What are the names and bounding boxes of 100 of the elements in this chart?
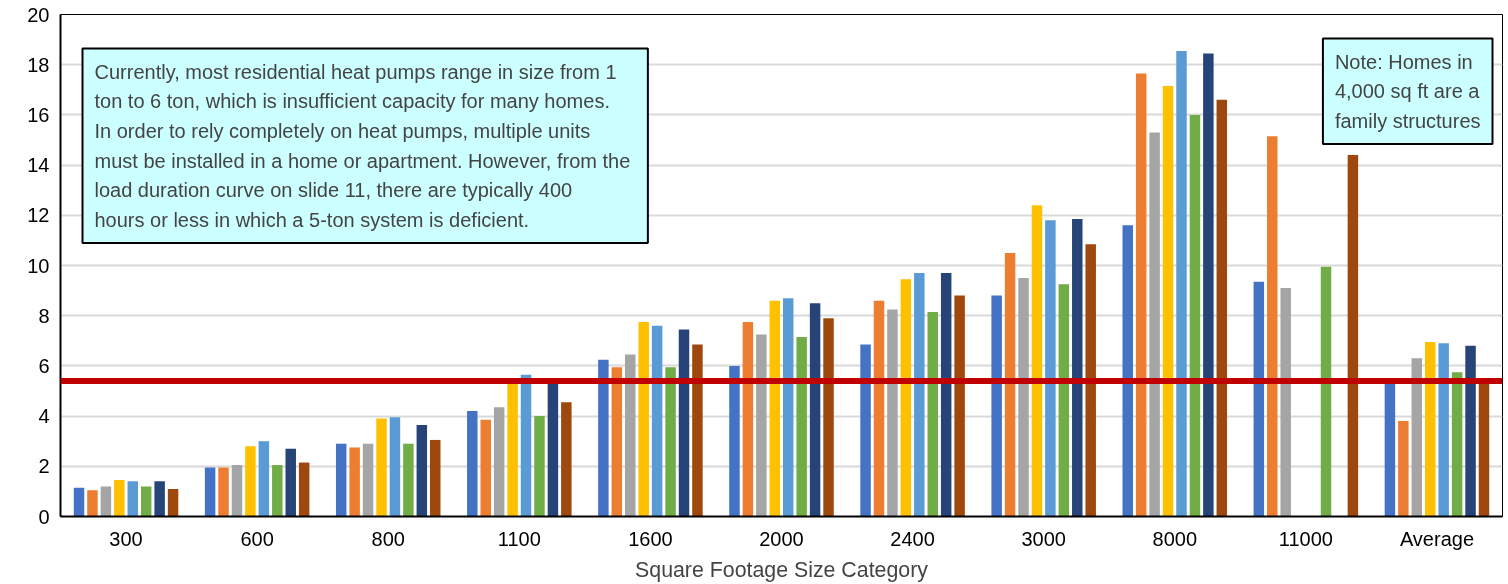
bar [742, 321, 754, 517]
bar [362, 443, 374, 517]
bar [114, 480, 125, 517]
bar [900, 279, 912, 517]
bar [1253, 281, 1265, 517]
bar [769, 300, 781, 517]
bar [665, 367, 676, 517]
bar [940, 273, 952, 517]
bar [1018, 278, 1029, 517]
y-tick-label: 10 [27, 254, 50, 277]
bar [218, 467, 229, 517]
bar [430, 439, 441, 517]
bar [140, 486, 152, 517]
y-tick-label: 16 [27, 103, 50, 126]
bar [245, 446, 256, 517]
y-tick-label: 0 [38, 505, 50, 528]
bar [285, 448, 296, 517]
bar [480, 419, 491, 517]
bar [1203, 53, 1214, 517]
bar [1045, 220, 1056, 517]
bar [860, 344, 871, 517]
bar [1072, 219, 1083, 517]
x-tick-label: 800 [371, 527, 405, 550]
bar [914, 273, 925, 517]
y-tick-label: 12 [27, 204, 50, 227]
bar [298, 462, 310, 517]
bar [73, 487, 85, 517]
annotation: Currently, most residential heat pumps range in size from 1 ton to 6 ton, which is insufficient capacity for many homes. In order to rely completely on heat pumps, multiple units must be installed in a home or apartment. However, from the load duration curve on slide 11, there are typically 400 hours or less in which a 5-ton system is deficient. [94, 60, 631, 231]
bar [782, 298, 794, 517]
bar [638, 321, 649, 517]
bar [1398, 421, 1409, 517]
bar [873, 300, 885, 517]
bar [1280, 288, 1291, 517]
x-tick-label: 300 [109, 527, 143, 550]
bar [376, 418, 387, 517]
bar [692, 344, 703, 517]
bar [1267, 136, 1278, 517]
bar [927, 311, 938, 517]
bar [1189, 114, 1201, 517]
bar [729, 365, 740, 517]
y-tick-label: 4 [38, 405, 50, 428]
bar [1122, 225, 1133, 517]
bar [534, 416, 545, 517]
x-tick-label: 11000 [1278, 527, 1333, 550]
bar [231, 465, 243, 517]
bar [1320, 266, 1332, 517]
x-tick-label: Average [1399, 527, 1475, 550]
bar [416, 424, 428, 517]
bar [1058, 284, 1070, 517]
bar [1176, 50, 1187, 517]
bar [1004, 252, 1016, 517]
x-tick-label: 1600 [628, 527, 673, 550]
bar [561, 402, 572, 517]
bar [1149, 132, 1160, 517]
bar [823, 318, 834, 517]
bar [611, 367, 623, 517]
y-tick-label: 6 [38, 354, 50, 377]
bar [991, 295, 1002, 517]
bar [1347, 155, 1359, 517]
bar [1162, 86, 1174, 517]
bar [756, 334, 767, 517]
bar [87, 490, 98, 517]
bar [100, 486, 112, 517]
bar [1438, 343, 1449, 517]
bar [678, 329, 690, 517]
bar [651, 325, 663, 517]
bar [547, 383, 559, 517]
bar [127, 481, 138, 517]
bar [258, 441, 270, 517]
bar [1216, 99, 1228, 517]
bar [1085, 244, 1096, 517]
x-tick-label: 600 [240, 527, 274, 550]
bar [1411, 358, 1423, 517]
bar [493, 407, 505, 517]
bar [389, 417, 401, 517]
y-tick-label: 8 [38, 304, 50, 327]
y-tick-label: 2 [38, 455, 50, 478]
x-tick-label: 2400 [890, 527, 935, 550]
bar [598, 359, 609, 517]
bar [1465, 345, 1476, 517]
bar [154, 481, 165, 517]
x-tick-label: 8000 [1152, 527, 1198, 550]
y-tick-label: 14 [27, 154, 50, 177]
bar [1425, 342, 1436, 517]
bar [403, 443, 414, 517]
bar [625, 354, 636, 517]
bar [809, 303, 821, 517]
x-tick-label: 2000 [759, 527, 804, 550]
bar [507, 383, 518, 517]
bar [1384, 383, 1396, 517]
bar [887, 309, 898, 517]
bar [1451, 372, 1463, 517]
bar [954, 295, 965, 517]
bar [1135, 73, 1147, 517]
x-tick-label: 1100 [497, 527, 541, 550]
bar [167, 488, 179, 517]
bar [204, 467, 216, 517]
bar [467, 411, 478, 517]
bar [272, 465, 283, 517]
bar [796, 337, 807, 517]
